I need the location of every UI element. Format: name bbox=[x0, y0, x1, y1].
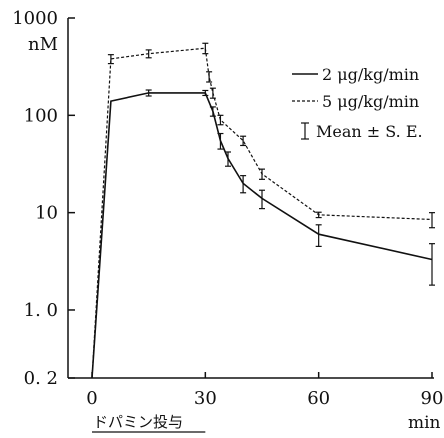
y-tick-label: 1. 0 bbox=[24, 300, 58, 321]
x-ticks: 0 30 60 90 bbox=[86, 372, 443, 409]
infusion-label: ドパミン投与 bbox=[93, 413, 183, 431]
x-tick-label: 60 bbox=[307, 388, 330, 409]
y-tick-label: 0. 2 bbox=[24, 368, 58, 389]
x-tick-label: 0 bbox=[86, 388, 97, 409]
legend-errorbar-icon bbox=[301, 122, 309, 140]
y-unit-label: nM bbox=[28, 34, 58, 55]
legend-label-mean-se: Mean ± S. E. bbox=[316, 122, 423, 141]
legend-label-5ug: 5 μg/kg/min bbox=[322, 92, 419, 111]
y-ticks: 1000 100 10 1. 0 0. 2 bbox=[12, 8, 75, 389]
series-dashed bbox=[91, 42, 435, 379]
legend-label-2ug: 2 μg/kg/min bbox=[322, 65, 419, 84]
legend: 2 μg/kg/min 5 μg/kg/min Mean ± S. E. bbox=[292, 65, 423, 141]
infusion-marker: ドパミン投与 bbox=[92, 413, 206, 433]
x-unit-label: min bbox=[408, 413, 441, 433]
x-tick-label: 90 bbox=[421, 388, 444, 409]
x-tick-label: 30 bbox=[194, 388, 217, 409]
series-layer bbox=[91, 42, 435, 379]
series-solid bbox=[91, 89, 435, 379]
y-tick-label: 100 bbox=[24, 105, 58, 126]
y-tick-label: 10 bbox=[35, 203, 58, 224]
y-tick-label: 1000 bbox=[12, 8, 58, 29]
